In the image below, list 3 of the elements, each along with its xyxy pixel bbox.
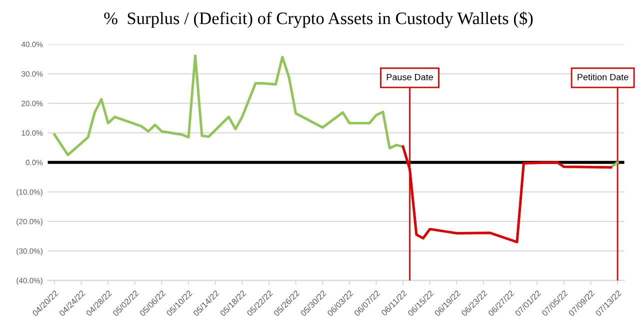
ref-line-label: Petition Date: [578, 74, 628, 80]
ref-line-label: Pause Date: [386, 74, 433, 80]
chart-title: % Surplus / (Deficit) of Crypto Assets in Custody Wallets ($): [104, 11, 533, 28]
